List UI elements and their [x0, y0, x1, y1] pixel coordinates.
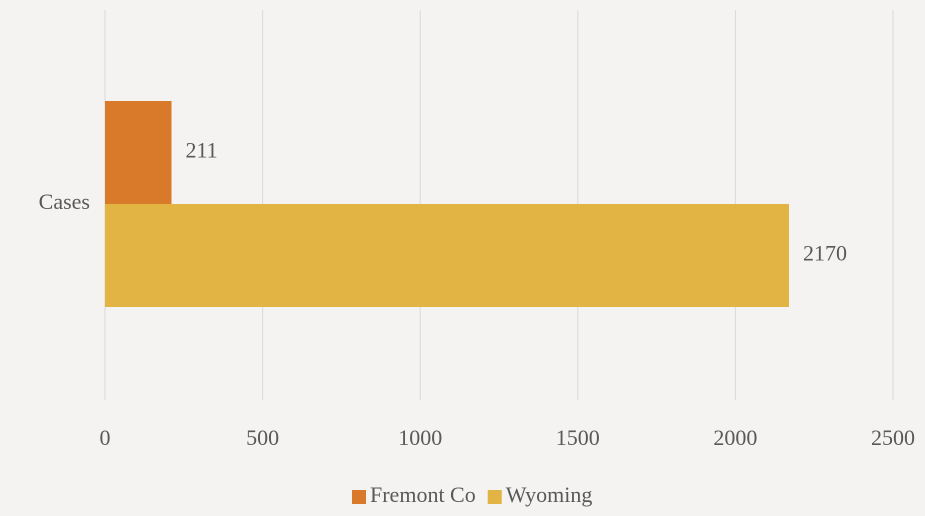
- legend-swatch: [352, 490, 366, 504]
- legend-label: Wyoming: [506, 482, 593, 507]
- bar: [105, 204, 789, 307]
- legend-swatch: [487, 490, 502, 504]
- bar: [105, 101, 172, 204]
- y-tick-label: Cases: [39, 189, 90, 214]
- data-label: 2170: [803, 241, 847, 266]
- x-tick-label: 2000: [713, 425, 757, 450]
- legend-label: Fremont Co: [370, 482, 476, 507]
- x-tick-label: 1500: [556, 425, 600, 450]
- x-tick-label: 2500: [871, 425, 915, 450]
- x-tick-label: 0: [100, 425, 111, 450]
- data-label: 211: [186, 138, 218, 163]
- x-tick-label: 500: [246, 425, 279, 450]
- x-tick-label: 1000: [398, 425, 442, 450]
